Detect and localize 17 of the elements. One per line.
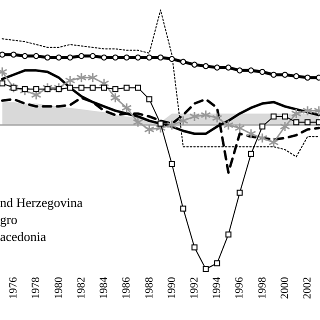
x-tick-label: 1996 <box>234 276 246 299</box>
x-tick-label: 1990 <box>166 276 178 299</box>
x-tick-label: 1980 <box>52 276 65 299</box>
x-tick-label: 1998 <box>256 276 268 299</box>
x-tick-label: 2000 <box>278 276 291 299</box>
x-tick-label: 1982 <box>75 277 88 299</box>
x-tick-label: 1992 <box>188 277 200 299</box>
x-tick-label: 1994 <box>211 276 224 299</box>
x-tick-label: 1978 <box>30 276 42 299</box>
annotation: nd Herzegovina <box>0 195 83 210</box>
x-tick-label: 1988 <box>143 276 156 299</box>
x-tick-label: 1986 <box>120 276 133 299</box>
annotation: acedonia <box>0 229 46 244</box>
x-tick-label: 1976 <box>8 276 20 299</box>
x-tick-label: 2002 <box>302 277 314 299</box>
annotation: gro <box>0 212 18 227</box>
x-tick-label: 1984 <box>98 276 110 299</box>
